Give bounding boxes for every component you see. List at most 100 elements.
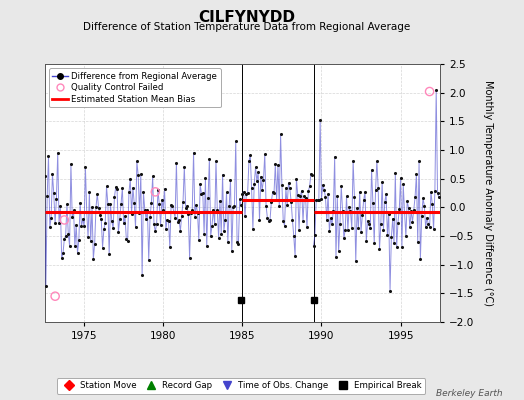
Point — [229, 204, 237, 211]
Point — [97, 216, 105, 222]
Point — [188, 207, 196, 214]
Point — [167, 202, 176, 208]
Point — [84, 234, 92, 240]
Point — [394, 220, 402, 226]
Point — [68, 214, 77, 220]
Point — [418, 213, 426, 219]
Point — [40, 172, 49, 179]
Point — [395, 206, 403, 212]
Point — [347, 225, 356, 231]
Point — [172, 160, 181, 166]
Point — [298, 188, 306, 194]
Point — [352, 258, 360, 264]
Point — [212, 158, 220, 165]
Point — [67, 161, 75, 168]
Point — [350, 194, 358, 200]
Point — [227, 248, 236, 254]
Point — [345, 204, 353, 210]
Point — [99, 244, 107, 251]
Point — [355, 189, 364, 195]
Point — [257, 174, 265, 180]
Point — [433, 190, 442, 196]
Point — [201, 175, 210, 181]
Point — [259, 177, 268, 183]
Point — [118, 185, 126, 192]
Point — [226, 177, 235, 184]
Point — [221, 216, 230, 223]
Point — [336, 221, 344, 227]
Point — [353, 205, 361, 211]
Point — [117, 201, 125, 207]
Point — [382, 191, 390, 197]
Point — [312, 197, 320, 203]
Point — [185, 255, 194, 261]
Point — [171, 214, 179, 221]
Point — [211, 221, 219, 227]
Point — [399, 181, 408, 188]
Point — [309, 242, 318, 249]
Point — [290, 233, 298, 240]
Point — [83, 209, 91, 216]
Point — [151, 228, 159, 234]
Point — [160, 185, 169, 192]
Point — [386, 287, 394, 294]
Point — [222, 189, 231, 196]
Point — [258, 187, 266, 193]
Point — [152, 221, 161, 227]
Point — [342, 193, 351, 199]
Point — [60, 217, 69, 223]
Point — [280, 222, 289, 229]
Point — [189, 150, 198, 156]
Point — [340, 235, 348, 242]
Point — [55, 220, 63, 226]
Point — [184, 210, 192, 217]
Point — [428, 201, 436, 207]
Point — [304, 188, 312, 194]
Point — [247, 185, 256, 192]
Point — [253, 178, 261, 184]
Point — [235, 196, 244, 202]
Point — [373, 158, 381, 164]
Point — [296, 192, 304, 199]
Point — [64, 230, 72, 237]
Point — [365, 221, 373, 227]
Point — [69, 207, 78, 214]
Point — [324, 191, 332, 198]
Point — [135, 210, 144, 216]
Point — [320, 186, 329, 193]
Point — [349, 158, 357, 164]
Point — [392, 244, 401, 250]
Point — [337, 183, 345, 190]
Point — [420, 202, 429, 209]
Point — [203, 242, 211, 249]
Point — [181, 204, 190, 211]
Point — [127, 210, 136, 217]
Point — [314, 197, 323, 203]
Point — [94, 204, 103, 211]
Point — [242, 191, 250, 198]
Point — [196, 181, 204, 188]
Point — [51, 220, 59, 226]
Text: Berkeley Earth: Berkeley Earth — [436, 389, 503, 398]
Point — [200, 231, 209, 237]
Point — [303, 224, 311, 231]
Point — [282, 185, 290, 192]
Point — [283, 202, 291, 208]
Point — [71, 243, 79, 250]
Point — [299, 218, 307, 224]
Point — [276, 131, 285, 138]
Point — [154, 187, 162, 193]
Point — [73, 250, 82, 256]
Point — [173, 219, 182, 225]
Point — [96, 212, 104, 218]
Point — [396, 174, 405, 181]
Point — [139, 189, 148, 195]
Point — [265, 218, 273, 224]
Point — [260, 151, 269, 158]
Point — [287, 198, 296, 205]
Point — [79, 216, 87, 222]
Point — [344, 227, 352, 233]
Point — [197, 191, 205, 197]
Point — [288, 217, 297, 224]
Point — [119, 220, 128, 227]
